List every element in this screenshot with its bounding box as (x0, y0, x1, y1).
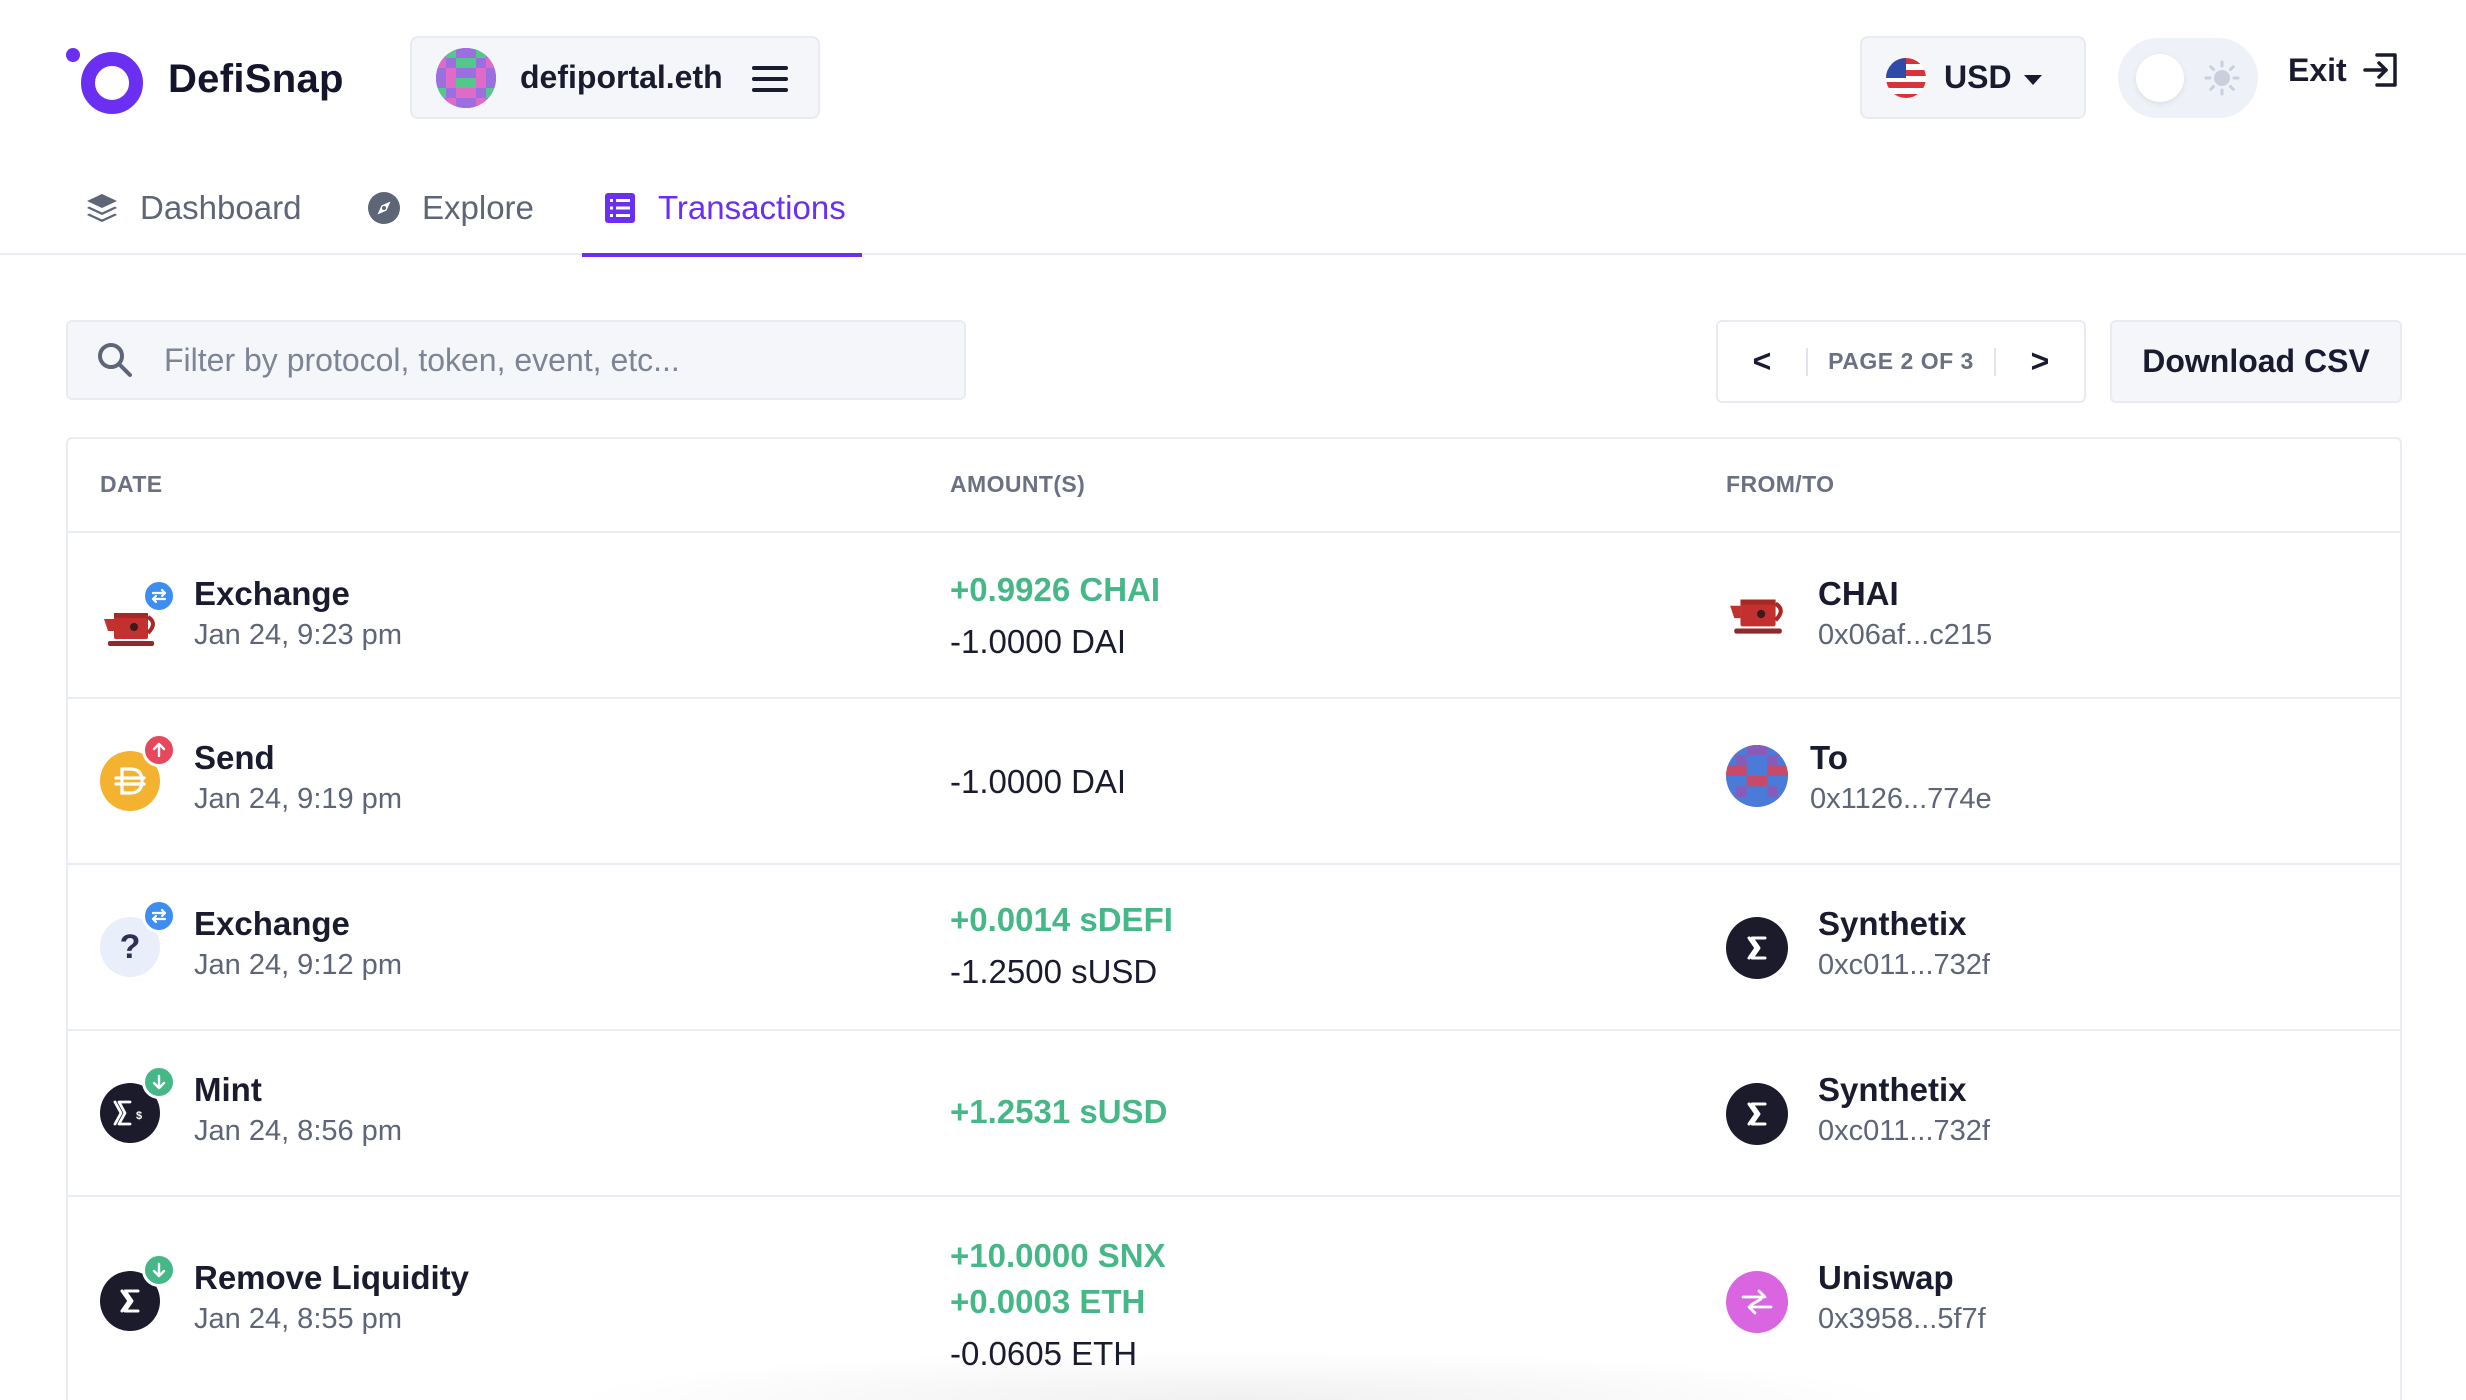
theme-toggle[interactable] (2118, 38, 2258, 118)
event-date: Jan 24, 9:19 pm (194, 783, 402, 815)
uniswap-icon (1726, 1271, 1788, 1333)
event-date: Jan 24, 8:56 pm (194, 1115, 402, 1147)
tab-label: Transactions (658, 188, 846, 226)
exchange-arrows-icon (142, 899, 176, 933)
exit-label: Exit (2288, 51, 2347, 88)
event-icon (100, 1253, 176, 1331)
defisnap-logo-icon (62, 44, 144, 114)
amount-in: +0.0014 sDEFI (950, 901, 1173, 938)
toggle-knob (2136, 54, 2184, 102)
counterparty-name: Synthetix (1818, 905, 1967, 942)
table-header: DATE AMOUNT(S) FROM/TO (68, 439, 2400, 533)
table-row[interactable]: Exchange Jan 24, 9:23 pm +0.9926 CHAI -1… (68, 533, 2400, 699)
amount-in: +0.0003 ETH (950, 1283, 1146, 1320)
counterparty-address[interactable]: 0x3958...5f7f (1818, 1303, 1986, 1335)
currency-select[interactable]: USD (1860, 36, 2086, 119)
table-row[interactable]: Send Jan 24, 9:19 pm -1.0000 DAI To 0x11… (68, 699, 2400, 865)
counterparty-name: Synthetix (1818, 1071, 1967, 1108)
counterparty-address[interactable]: 0xc011...732f (1818, 1115, 1990, 1147)
counterparty-address[interactable]: 0x06af...c215 (1818, 619, 1993, 651)
search-input[interactable] (164, 341, 964, 379)
sun-icon (2204, 60, 2240, 96)
event-icon (100, 579, 176, 657)
identicon-avatar (1726, 745, 1788, 807)
amount-in: +10.0000 SNX (950, 1237, 1166, 1274)
amount-out: -1.0000 DAI (950, 623, 1127, 660)
table-row[interactable]: ? Exchange Jan 24, 9:12 pm +0.0014 sDEFI… (68, 865, 2400, 1031)
synthetix-icon (1726, 1083, 1788, 1145)
column-header-date: DATE (100, 471, 163, 497)
us-flag-icon (1886, 57, 1926, 98)
arrow-down-icon (142, 1065, 176, 1099)
event-icon: $ (100, 1065, 176, 1143)
app-name: DefiSnap (168, 56, 344, 101)
hamburger-menu-icon (752, 66, 788, 92)
counterparty-address[interactable]: 0x1126...774e (1810, 783, 1992, 815)
event-date: Jan 24, 9:12 pm (194, 949, 402, 981)
tab-label: Explore (422, 188, 534, 226)
arrow-up-icon (142, 733, 176, 767)
column-header-amounts: AMOUNT(S) (950, 471, 1086, 497)
tab-label: Dashboard (140, 188, 302, 226)
synthetix-icon (1726, 917, 1788, 979)
transactions-table: DATE AMOUNT(S) FROM/TO Exch (66, 437, 2402, 1400)
event-type: Send (194, 739, 275, 776)
previous-page-button[interactable]: < (1752, 343, 1772, 379)
app-logo[interactable]: DefiSnap (62, 44, 344, 114)
amount-in: +0.9926 CHAI (950, 571, 1161, 608)
event-icon: ? (100, 899, 176, 977)
amount-out: -0.0605 ETH (950, 1335, 1138, 1372)
counterparty-name: To (1810, 739, 1848, 776)
event-type: Remove Liquidity (194, 1259, 470, 1296)
event-type: Exchange (194, 575, 350, 612)
account-name: defiportal.eth (520, 59, 723, 95)
table-row[interactable]: $ Mint Jan 24, 8:56 pm +1.2531 sUSD Synt… (68, 1031, 2400, 1197)
amount-out: -1.2500 sUSD (950, 953, 1158, 990)
counterparty-address[interactable]: 0xc011...732f (1818, 949, 1990, 981)
account-menu-button[interactable]: defiportal.eth (410, 36, 820, 119)
event-type: Exchange (194, 905, 350, 942)
counterparty-name: Uniswap (1818, 1259, 1954, 1296)
tab-explore[interactable]: Explore (366, 160, 534, 255)
compass-icon (368, 191, 400, 224)
exit-button[interactable]: Exit (2288, 50, 2401, 90)
pagination: < PAGE 2 OF 3 > (1716, 320, 2086, 403)
identicon-avatar (436, 47, 496, 108)
svg-text:$: $ (136, 1110, 142, 1122)
exit-icon (2362, 53, 2397, 87)
main-tabs: Dashboard Explore Transactions (0, 160, 2466, 257)
page-indicator: PAGE 2 OF 3 (1828, 348, 1974, 374)
chai-teapot-icon (100, 597, 160, 657)
chevron-down-icon (2024, 75, 2042, 85)
search-box[interactable] (66, 320, 966, 400)
layers-icon (87, 193, 117, 222)
counterparty-name: CHAI (1818, 575, 1899, 612)
exchange-arrows-icon (142, 579, 176, 613)
event-icon (100, 733, 176, 811)
tab-dashboard[interactable]: Dashboard (84, 160, 301, 255)
divider (1806, 347, 1808, 376)
arrow-down-icon (142, 1253, 176, 1287)
divider (1994, 347, 1996, 376)
chai-teapot-icon (1726, 583, 1788, 645)
amount-in: +1.2531 sUSD (950, 1093, 1168, 1130)
app-header: DefiSnap defiportal.eth USD (0, 0, 2466, 150)
download-csv-button[interactable]: Download CSV (2110, 320, 2402, 403)
search-icon (98, 343, 132, 377)
column-header-from-to: FROM/TO (1726, 471, 1835, 497)
table-row[interactable]: Remove Liquidity Jan 24, 8:55 pm +10.000… (68, 1197, 2400, 1397)
tab-transactions[interactable]: Transactions (582, 160, 862, 257)
event-date: Jan 24, 9:23 pm (194, 619, 402, 651)
next-page-button[interactable]: > (2030, 343, 2050, 379)
amount-out: -1.0000 DAI (950, 763, 1127, 800)
currency-value: USD (1944, 59, 2012, 95)
event-type: Mint (194, 1071, 262, 1108)
event-date: Jan 24, 8:55 pm (194, 1303, 402, 1335)
list-icon (605, 192, 635, 223)
